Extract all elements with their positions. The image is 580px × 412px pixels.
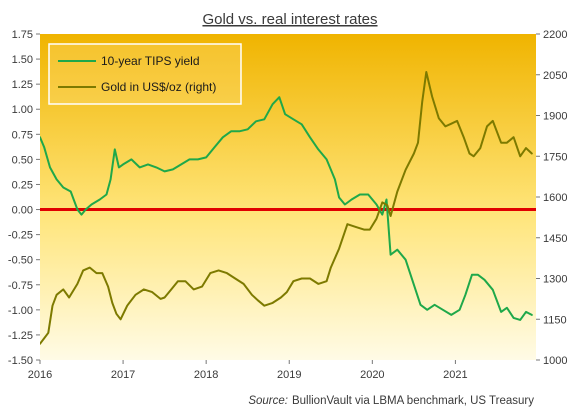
y-right-tick-label: 1300: [543, 274, 567, 286]
y-right-tick-label: 1750: [543, 151, 567, 163]
y-left-tick-label: -1.50: [8, 355, 33, 367]
x-tick-label: 2016: [28, 369, 52, 381]
x-axis: 2016 2017 2018 2019 2020 2021: [28, 360, 468, 381]
y-right-tick-label: 2050: [543, 70, 567, 82]
y-left-tick-label: -1.25: [8, 330, 33, 342]
legend-label-gold: Gold in US$/oz (right): [101, 80, 216, 94]
legend-box: [48, 43, 242, 105]
y-left-tick-label: -0.50: [8, 255, 33, 267]
series-layer: [40, 71, 533, 345]
y-left-tick-label: 1.75: [12, 29, 33, 41]
y-right-tick-label: 1000: [543, 355, 567, 367]
y-left-tick-label: -1.00: [8, 305, 33, 317]
y-left-tick-label: 0.75: [12, 129, 33, 141]
legend: 10-year TIPS yield Gold in US$/oz (right…: [48, 43, 242, 105]
series-line-tips-yield: [40, 96, 533, 321]
y-left-axis: -1.50 -1.25 -1.00 -0.75 -0.50 -0.25 0.00 0.25 0.…: [8, 29, 40, 367]
y-left-tick-label: 0.25: [12, 179, 33, 191]
y-right-tick-label: 1450: [543, 233, 567, 245]
source-text: BullionVault via LBMA benchmark, US Trea…: [292, 395, 534, 407]
y-left-tick-label: 1.25: [12, 79, 33, 91]
chart-title: Gold vs. real interest rates: [202, 11, 377, 28]
y-right-tick-label: 2200: [543, 29, 567, 41]
x-tick-label: 2020: [360, 369, 384, 381]
y-left-tick-label: 1.50: [12, 54, 33, 66]
source-note: Source: BullionVault via LBMA benchmark, …: [248, 395, 534, 407]
plot-area: [40, 34, 536, 360]
x-tick-label: 2017: [111, 369, 135, 381]
y-left-tick-label: 0.50: [12, 154, 33, 166]
y-left-tick-label: 0.00: [12, 205, 33, 217]
legend-label-tips: 10-year TIPS yield: [101, 54, 200, 68]
y-left-tick-label: -0.75: [8, 280, 33, 292]
source-label: Source:: [248, 395, 288, 407]
x-tick-label: 2019: [277, 369, 301, 381]
y-right-axis: 1000 1150 1300 1450 1600 1750 1900 2050 2200: [536, 29, 567, 367]
y-left-tick-label: -0.25: [8, 230, 33, 242]
y-right-tick-label: 1600: [543, 192, 567, 204]
x-tick-label: 2021: [443, 369, 467, 381]
y-left-tick-label: 1.00: [12, 104, 33, 116]
y-right-tick-label: 1900: [543, 111, 567, 123]
series-line-gold-price: [40, 71, 533, 345]
x-tick-label: 2018: [194, 369, 218, 381]
y-right-tick-label: 1150: [543, 314, 567, 326]
